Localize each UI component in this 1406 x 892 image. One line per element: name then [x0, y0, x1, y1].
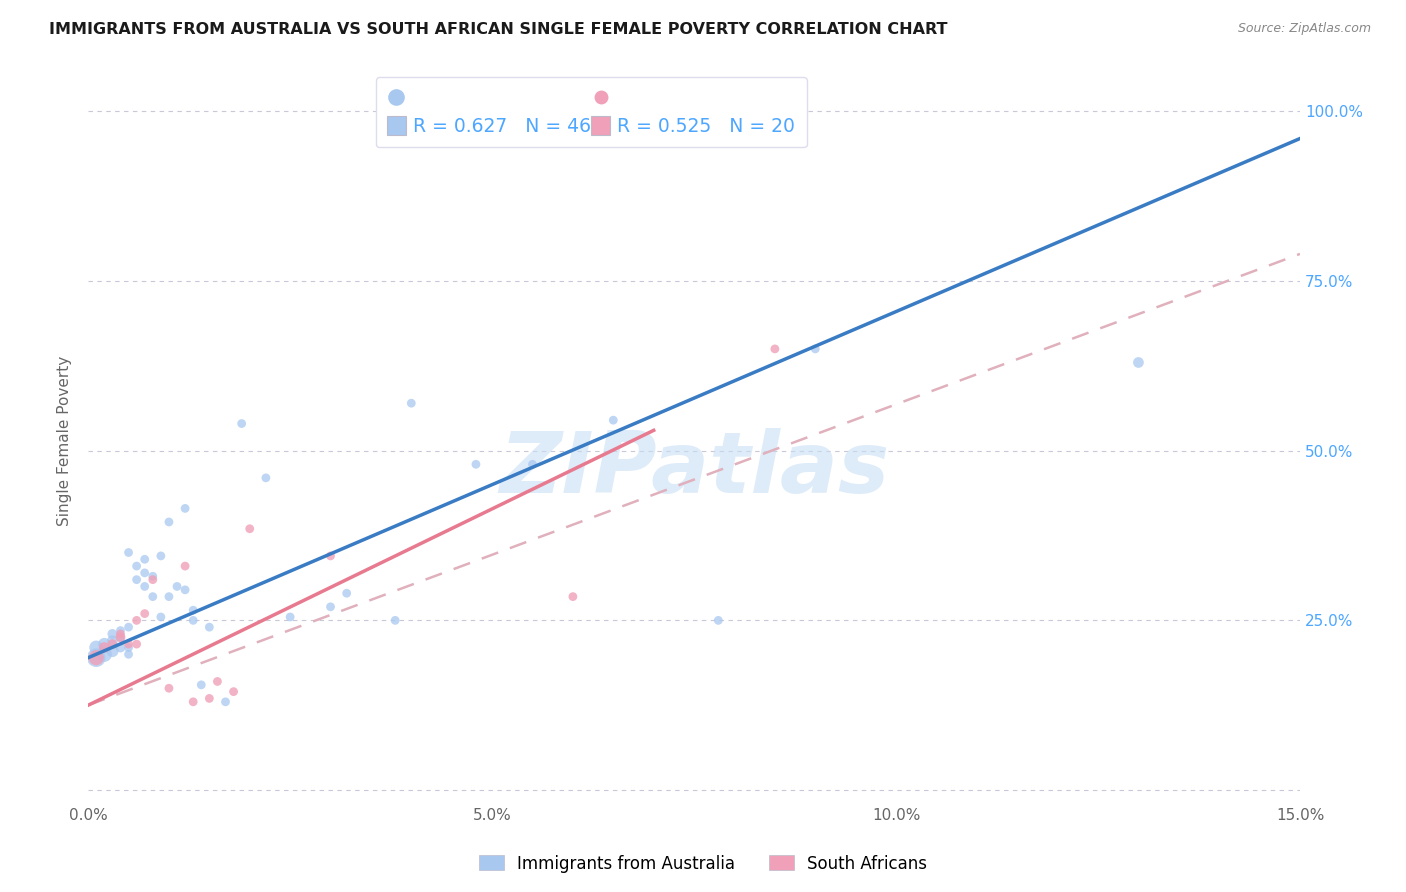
- Point: [522, 457, 544, 471]
- Point: [190, 678, 212, 692]
- Point: [336, 586, 359, 600]
- Point: [125, 559, 148, 574]
- Point: [142, 590, 165, 604]
- Point: [602, 413, 624, 427]
- Point: [93, 637, 115, 651]
- Point: [101, 633, 124, 648]
- Text: Source: ZipAtlas.com: Source: ZipAtlas.com: [1237, 22, 1371, 36]
- Point: [110, 631, 132, 645]
- Point: [110, 624, 132, 638]
- Point: [181, 603, 204, 617]
- Point: [93, 640, 115, 655]
- Point: [110, 631, 132, 645]
- Point: [84, 650, 107, 665]
- Point: [278, 610, 301, 624]
- Point: [142, 569, 165, 583]
- Point: [93, 648, 115, 662]
- Point: [101, 644, 124, 658]
- Point: [125, 613, 148, 627]
- Point: [157, 515, 180, 529]
- Point: [763, 342, 786, 356]
- Text: ZIPatlas: ZIPatlas: [499, 428, 889, 511]
- Point: [117, 640, 139, 655]
- Point: [319, 549, 342, 563]
- Point: [707, 613, 730, 627]
- Point: [157, 590, 180, 604]
- Point: [174, 582, 197, 597]
- Legend: Immigrants from Australia, South Africans: Immigrants from Australia, South African…: [472, 848, 934, 880]
- Point: [149, 610, 172, 624]
- Point: [384, 613, 406, 627]
- Point: [214, 695, 236, 709]
- Point: [181, 695, 204, 709]
- Point: [84, 640, 107, 655]
- Point: [1128, 355, 1150, 369]
- Legend: , R = 0.627   N = 46, , R = 0.525   N = 20: , R = 0.627 N = 46, , R = 0.525 N = 20: [375, 78, 807, 147]
- Point: [198, 691, 221, 706]
- Y-axis label: Single Female Poverty: Single Female Poverty: [58, 355, 72, 525]
- Point: [207, 674, 229, 689]
- Point: [134, 552, 156, 566]
- Point: [125, 637, 148, 651]
- Point: [465, 457, 488, 471]
- Point: [561, 590, 583, 604]
- Point: [149, 549, 172, 563]
- Point: [198, 620, 221, 634]
- Point: [222, 684, 245, 698]
- Point: [117, 545, 139, 559]
- Point: [166, 579, 188, 593]
- Point: [239, 522, 262, 536]
- Point: [142, 573, 165, 587]
- Text: IMMIGRANTS FROM AUSTRALIA VS SOUTH AFRICAN SINGLE FEMALE POVERTY CORRELATION CHA: IMMIGRANTS FROM AUSTRALIA VS SOUTH AFRIC…: [49, 22, 948, 37]
- Point: [181, 613, 204, 627]
- Point: [231, 417, 253, 431]
- Point: [117, 620, 139, 634]
- Point: [125, 573, 148, 587]
- Point: [101, 637, 124, 651]
- Point: [804, 342, 827, 356]
- Point: [110, 627, 132, 641]
- Point: [174, 501, 197, 516]
- Point: [84, 650, 107, 665]
- Point: [110, 640, 132, 655]
- Point: [117, 648, 139, 662]
- Point: [134, 579, 156, 593]
- Point: [401, 396, 423, 410]
- Point: [157, 681, 180, 696]
- Point: [254, 471, 277, 485]
- Point: [101, 627, 124, 641]
- Point: [174, 559, 197, 574]
- Point: [319, 599, 342, 614]
- Point: [134, 566, 156, 580]
- Point: [117, 637, 139, 651]
- Point: [134, 607, 156, 621]
